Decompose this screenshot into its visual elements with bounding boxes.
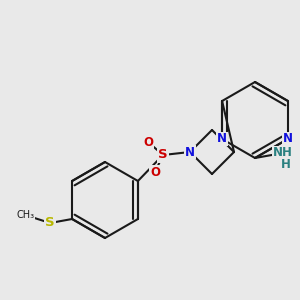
Text: N: N (283, 133, 293, 146)
Text: S: S (158, 148, 168, 161)
Text: NH: NH (273, 146, 293, 160)
Text: S: S (45, 217, 55, 230)
Text: N: N (217, 133, 227, 146)
Text: O: O (150, 166, 160, 178)
Text: N: N (185, 146, 195, 158)
Text: H: H (281, 158, 291, 172)
Text: CH₃: CH₃ (16, 210, 34, 220)
Text: O: O (143, 136, 153, 148)
